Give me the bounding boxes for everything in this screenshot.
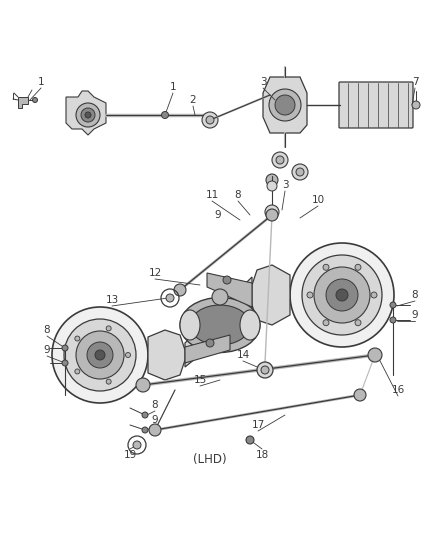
Circle shape bbox=[206, 339, 214, 347]
Text: 13: 13 bbox=[106, 295, 119, 305]
Text: 8: 8 bbox=[412, 290, 418, 300]
Circle shape bbox=[223, 276, 231, 284]
Circle shape bbox=[355, 264, 361, 270]
Circle shape bbox=[371, 292, 377, 298]
Circle shape bbox=[269, 89, 301, 121]
Circle shape bbox=[62, 345, 68, 351]
Polygon shape bbox=[207, 273, 252, 307]
Circle shape bbox=[275, 95, 295, 115]
Text: 9: 9 bbox=[152, 415, 158, 425]
Text: 1: 1 bbox=[38, 77, 44, 87]
Circle shape bbox=[76, 103, 100, 127]
Circle shape bbox=[267, 181, 277, 191]
Circle shape bbox=[76, 331, 124, 379]
Text: 8: 8 bbox=[152, 400, 158, 410]
Ellipse shape bbox=[190, 305, 250, 345]
Polygon shape bbox=[18, 97, 28, 108]
Circle shape bbox=[261, 366, 269, 374]
Circle shape bbox=[106, 326, 111, 331]
Circle shape bbox=[142, 427, 148, 433]
Circle shape bbox=[87, 342, 113, 368]
Text: 3: 3 bbox=[282, 180, 288, 190]
Circle shape bbox=[106, 379, 111, 384]
Ellipse shape bbox=[180, 310, 200, 340]
Circle shape bbox=[336, 289, 348, 301]
Polygon shape bbox=[263, 77, 307, 133]
Circle shape bbox=[81, 108, 95, 122]
Text: 8: 8 bbox=[44, 325, 50, 335]
Circle shape bbox=[412, 101, 420, 109]
Circle shape bbox=[52, 307, 148, 403]
Circle shape bbox=[323, 264, 329, 270]
Text: 9: 9 bbox=[412, 310, 418, 320]
Text: 14: 14 bbox=[237, 350, 250, 360]
Circle shape bbox=[142, 412, 148, 418]
Circle shape bbox=[355, 320, 361, 326]
Circle shape bbox=[368, 348, 382, 362]
Circle shape bbox=[85, 112, 91, 118]
Circle shape bbox=[126, 352, 131, 358]
Circle shape bbox=[296, 168, 304, 176]
Circle shape bbox=[272, 152, 288, 168]
Ellipse shape bbox=[180, 297, 260, 352]
Text: 2: 2 bbox=[190, 95, 196, 105]
Text: 19: 19 bbox=[124, 450, 137, 460]
Circle shape bbox=[354, 389, 366, 401]
Text: 3: 3 bbox=[260, 77, 266, 87]
Circle shape bbox=[202, 112, 218, 128]
Circle shape bbox=[314, 267, 370, 323]
Circle shape bbox=[133, 441, 141, 449]
Circle shape bbox=[62, 360, 68, 366]
Ellipse shape bbox=[240, 310, 260, 340]
Circle shape bbox=[266, 174, 278, 186]
Circle shape bbox=[162, 111, 169, 118]
Polygon shape bbox=[185, 335, 230, 363]
Circle shape bbox=[323, 320, 329, 326]
FancyBboxPatch shape bbox=[339, 82, 413, 128]
Circle shape bbox=[302, 255, 382, 335]
Circle shape bbox=[390, 302, 396, 308]
Circle shape bbox=[75, 369, 80, 374]
Circle shape bbox=[136, 378, 150, 392]
Circle shape bbox=[266, 209, 278, 221]
Circle shape bbox=[390, 317, 396, 323]
Text: 12: 12 bbox=[148, 268, 162, 278]
Circle shape bbox=[95, 350, 105, 360]
Circle shape bbox=[206, 116, 214, 124]
Circle shape bbox=[276, 156, 284, 164]
Circle shape bbox=[326, 279, 358, 311]
Circle shape bbox=[307, 292, 313, 298]
Text: 16: 16 bbox=[392, 385, 405, 395]
Circle shape bbox=[246, 436, 254, 444]
Text: 9: 9 bbox=[44, 345, 50, 355]
Circle shape bbox=[257, 362, 273, 378]
Text: (LHD): (LHD) bbox=[193, 454, 227, 466]
Text: 11: 11 bbox=[205, 190, 219, 200]
Circle shape bbox=[75, 336, 80, 341]
Polygon shape bbox=[148, 330, 185, 380]
Circle shape bbox=[32, 98, 38, 102]
Polygon shape bbox=[185, 277, 252, 367]
Polygon shape bbox=[66, 91, 106, 135]
Text: 10: 10 bbox=[311, 195, 325, 205]
Text: 18: 18 bbox=[255, 450, 268, 460]
Text: 9: 9 bbox=[215, 210, 221, 220]
Text: 8: 8 bbox=[235, 190, 241, 200]
Circle shape bbox=[290, 243, 394, 347]
Circle shape bbox=[265, 205, 279, 219]
Circle shape bbox=[149, 424, 161, 436]
Circle shape bbox=[292, 164, 308, 180]
Text: 15: 15 bbox=[193, 375, 207, 385]
Text: 17: 17 bbox=[251, 420, 265, 430]
Circle shape bbox=[64, 319, 136, 391]
Polygon shape bbox=[252, 265, 290, 325]
Text: 1: 1 bbox=[170, 82, 177, 92]
Circle shape bbox=[212, 289, 228, 305]
Text: 7: 7 bbox=[412, 77, 418, 87]
Circle shape bbox=[174, 284, 186, 296]
Circle shape bbox=[166, 294, 174, 302]
